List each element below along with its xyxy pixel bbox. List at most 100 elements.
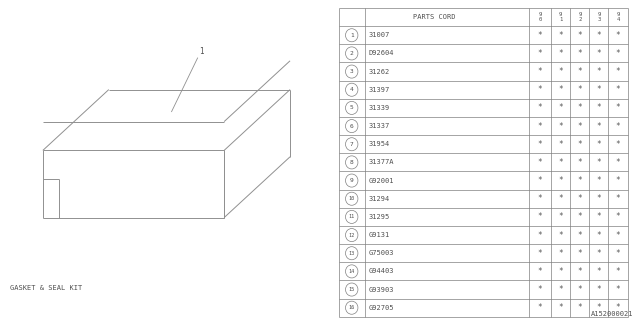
- Text: PARTS CORD: PARTS CORD: [413, 14, 455, 20]
- Text: 11: 11: [349, 214, 355, 220]
- Text: G9131: G9131: [369, 232, 390, 238]
- Text: *: *: [616, 267, 620, 276]
- Text: *: *: [596, 122, 601, 131]
- Text: *: *: [538, 176, 542, 185]
- Text: *: *: [558, 212, 563, 221]
- Text: *: *: [616, 140, 620, 149]
- Text: *: *: [558, 194, 563, 203]
- Text: *: *: [596, 49, 601, 58]
- Text: A152000021: A152000021: [591, 311, 634, 317]
- Text: 31295: 31295: [369, 214, 390, 220]
- Text: *: *: [558, 122, 563, 131]
- Text: 10: 10: [349, 196, 355, 201]
- Text: 31954: 31954: [369, 141, 390, 147]
- Text: *: *: [596, 267, 601, 276]
- Text: *: *: [558, 85, 563, 94]
- Text: *: *: [596, 285, 601, 294]
- Text: 5: 5: [350, 105, 353, 110]
- Text: *: *: [558, 285, 563, 294]
- Text: *: *: [538, 31, 542, 40]
- Text: *: *: [558, 303, 563, 312]
- Text: *: *: [577, 212, 582, 221]
- Text: GASKET & SEAL KIT: GASKET & SEAL KIT: [10, 285, 82, 291]
- Text: *: *: [577, 230, 582, 240]
- Text: *: *: [616, 85, 620, 94]
- Text: *: *: [616, 31, 620, 40]
- Text: *: *: [558, 267, 563, 276]
- Text: *: *: [538, 67, 542, 76]
- Text: *: *: [538, 230, 542, 240]
- Text: G94403: G94403: [369, 268, 394, 274]
- Text: G92001: G92001: [369, 178, 394, 184]
- Text: *: *: [538, 194, 542, 203]
- Text: *: *: [577, 303, 582, 312]
- Text: *: *: [596, 85, 601, 94]
- Text: *: *: [538, 158, 542, 167]
- Text: 9
1: 9 1: [559, 12, 562, 22]
- Text: *: *: [596, 303, 601, 312]
- Text: *: *: [538, 85, 542, 94]
- Text: *: *: [538, 249, 542, 258]
- Text: *: *: [538, 140, 542, 149]
- Text: *: *: [596, 212, 601, 221]
- Text: *: *: [616, 158, 620, 167]
- Text: *: *: [596, 249, 601, 258]
- Text: 13: 13: [349, 251, 355, 256]
- Text: *: *: [616, 285, 620, 294]
- Text: 31262: 31262: [369, 68, 390, 75]
- Text: *: *: [577, 103, 582, 112]
- Text: *: *: [558, 230, 563, 240]
- Text: *: *: [616, 249, 620, 258]
- Text: *: *: [538, 103, 542, 112]
- Text: *: *: [596, 194, 601, 203]
- Text: 16: 16: [349, 305, 355, 310]
- Text: 31337: 31337: [369, 123, 390, 129]
- Text: 3: 3: [350, 69, 353, 74]
- Text: 31377A: 31377A: [369, 159, 394, 165]
- Text: *: *: [558, 158, 563, 167]
- Text: 9: 9: [350, 178, 353, 183]
- Text: *: *: [577, 67, 582, 76]
- Text: *: *: [538, 303, 542, 312]
- Text: *: *: [558, 249, 563, 258]
- Text: *: *: [577, 176, 582, 185]
- Text: *: *: [577, 285, 582, 294]
- Text: 15: 15: [349, 287, 355, 292]
- Text: *: *: [538, 267, 542, 276]
- Text: 9
0: 9 0: [538, 12, 541, 22]
- Text: *: *: [538, 122, 542, 131]
- Text: *: *: [558, 67, 563, 76]
- Text: *: *: [616, 176, 620, 185]
- Text: *: *: [577, 158, 582, 167]
- Text: G93903: G93903: [369, 286, 394, 292]
- Text: *: *: [616, 103, 620, 112]
- Text: *: *: [616, 212, 620, 221]
- Text: 9
2: 9 2: [579, 12, 582, 22]
- Text: *: *: [558, 31, 563, 40]
- Text: *: *: [596, 140, 601, 149]
- Text: 6: 6: [350, 124, 353, 129]
- Text: G92705: G92705: [369, 305, 394, 311]
- Text: *: *: [596, 67, 601, 76]
- Text: *: *: [577, 249, 582, 258]
- Text: 9
4: 9 4: [616, 12, 620, 22]
- Text: *: *: [577, 194, 582, 203]
- Text: *: *: [558, 49, 563, 58]
- Text: *: *: [596, 31, 601, 40]
- Text: 12: 12: [349, 233, 355, 237]
- Text: *: *: [596, 230, 601, 240]
- Text: 9
3: 9 3: [597, 12, 600, 22]
- Text: 1: 1: [350, 33, 353, 38]
- Text: 4: 4: [350, 87, 353, 92]
- Text: *: *: [616, 122, 620, 131]
- Text: *: *: [538, 49, 542, 58]
- Text: *: *: [577, 49, 582, 58]
- Text: *: *: [558, 103, 563, 112]
- Text: *: *: [596, 158, 601, 167]
- Text: 2: 2: [350, 51, 353, 56]
- Text: *: *: [616, 303, 620, 312]
- Text: 31397: 31397: [369, 87, 390, 93]
- Text: 31294: 31294: [369, 196, 390, 202]
- Text: 14: 14: [349, 269, 355, 274]
- Text: *: *: [558, 140, 563, 149]
